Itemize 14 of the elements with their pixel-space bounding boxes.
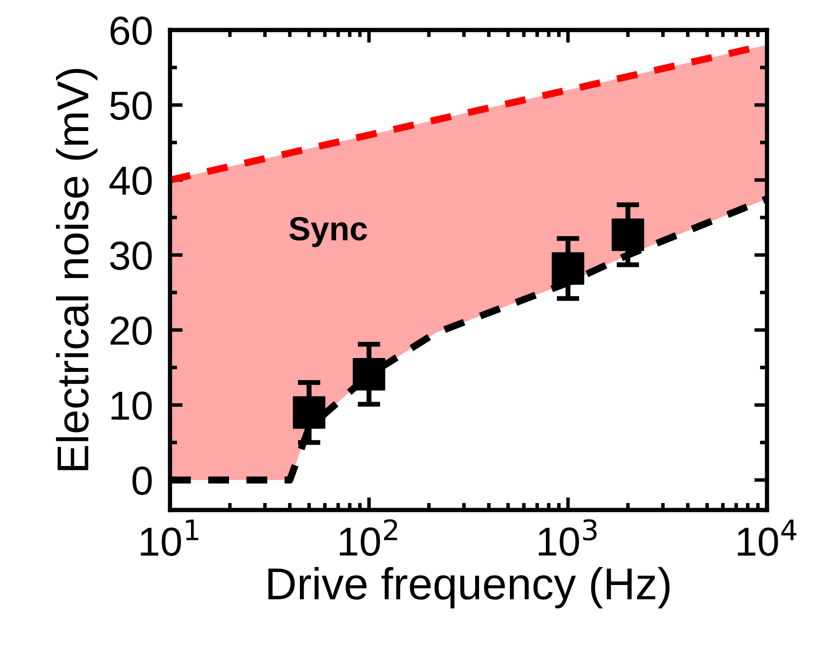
- y-tick-label: 20: [110, 316, 152, 345]
- x-tick-label: 10$^{3}$: [538, 519, 597, 556]
- y-tick-label: 50: [110, 91, 152, 120]
- y-tick-label: 60: [110, 16, 152, 45]
- x-tick-label: 10$^{2}$: [340, 519, 398, 556]
- x-axis-title: Drive frequency (Hz): [268, 566, 670, 608]
- y-axis-title: Electrical noise (mV): [56, 68, 98, 470]
- y-tick-label: 0: [132, 466, 152, 495]
- x-tick-label: 10$^{4}$: [738, 520, 796, 556]
- x-tick-label: 10$^{1}$: [140, 520, 198, 556]
- y-tick-label: 10: [112, 391, 152, 420]
- annotation: Sync: [289, 216, 368, 248]
- y-tick-label: 40: [109, 166, 152, 195]
- y-tick-label: 30: [110, 241, 152, 270]
